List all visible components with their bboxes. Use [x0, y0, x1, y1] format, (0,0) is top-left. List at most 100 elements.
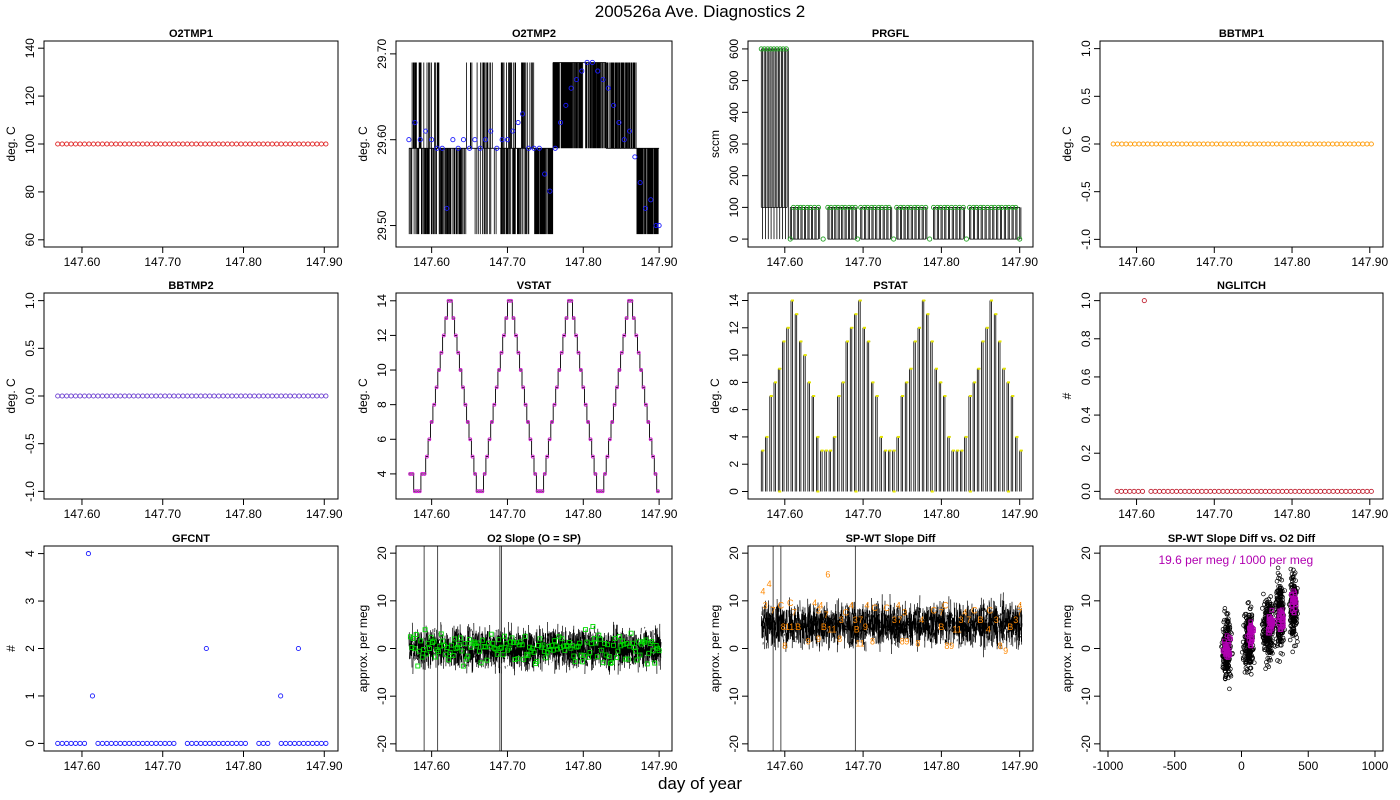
data-label: 9: [806, 636, 811, 646]
data-label: 7: [858, 615, 863, 625]
data-point: [832, 204, 838, 210]
data-point: [603, 471, 607, 476]
data-point: [504, 316, 509, 321]
data-point: [1195, 488, 1201, 494]
data-point: [579, 68, 585, 74]
data-point: [891, 236, 897, 242]
data-point: [510, 128, 516, 134]
data-point: [283, 141, 289, 147]
data-point: [609, 659, 615, 665]
data-point: [613, 655, 619, 661]
data-point: [774, 46, 780, 52]
data-point: [415, 663, 421, 669]
data-point: [1252, 660, 1257, 665]
data-point: [458, 368, 463, 372]
data-point: [510, 640, 516, 645]
data-point: [202, 740, 208, 746]
data-point: [126, 141, 132, 147]
data-point: [608, 660, 613, 666]
data-point: [413, 632, 419, 638]
x-tick-label: 147.80: [565, 507, 602, 521]
data-point: [247, 141, 253, 147]
data-point: [546, 644, 552, 649]
data-point: [542, 471, 547, 476]
data-point: [318, 393, 324, 399]
data-point: [296, 393, 302, 399]
data-point: [655, 645, 661, 651]
data-label: 4: [818, 601, 823, 611]
y-tick-label: 8: [375, 401, 389, 408]
data-point: [1269, 141, 1275, 147]
data-label: 9: [949, 641, 954, 651]
data-point: [1017, 236, 1023, 242]
y-tick-label: 20: [1079, 546, 1093, 560]
data-point: [566, 298, 571, 303]
x-tick-label: 147.90: [641, 255, 678, 269]
data-point: [81, 740, 88, 746]
data-point: [122, 141, 128, 147]
panel-vstat: VSTAT deg. C 147.60 147.70 147.80 147.90 4 6 8 10…: [356, 280, 678, 521]
data-point: [1186, 488, 1192, 494]
data-point: [260, 393, 266, 399]
data-point: [300, 141, 307, 147]
data-point: [1013, 204, 1019, 210]
data-label: B: [795, 622, 801, 632]
data-point: [530, 454, 535, 459]
data-point: [1270, 618, 1275, 624]
data-point: [504, 137, 511, 143]
data-point: [1256, 141, 1263, 147]
data-point: [1290, 574, 1296, 579]
y-tick-label: 60: [23, 233, 37, 247]
data-point: [184, 740, 190, 746]
data-point: [634, 657, 640, 663]
data-point: [1225, 624, 1231, 629]
y-tick-label: 500: [727, 70, 741, 90]
data-point: [1282, 588, 1287, 593]
plot-frame: [43, 40, 339, 248]
data-point: [524, 651, 530, 657]
data-point: [460, 137, 467, 143]
data-point: [417, 489, 422, 494]
series-trace: [408, 300, 660, 492]
data-point: [117, 393, 123, 399]
data-point: [437, 643, 443, 649]
data-point: [480, 489, 485, 494]
data-point: [506, 298, 511, 303]
data-label: 11: [785, 622, 794, 632]
x-tick-label: 147.70: [1196, 255, 1233, 269]
data-point: [852, 204, 858, 210]
data-point: [1222, 641, 1227, 646]
x-tick-label: 147.60: [64, 507, 101, 521]
data-point: [1223, 648, 1229, 654]
x-tick-label: 147.80: [1274, 507, 1311, 521]
data-point: [1308, 141, 1314, 147]
data-point: [1295, 141, 1301, 147]
data-point: [242, 740, 248, 746]
data-point: [242, 393, 248, 399]
data-point: [1223, 671, 1229, 677]
data-point: [643, 637, 649, 643]
y-tick-label: 2: [727, 461, 741, 468]
data-point: [95, 141, 101, 147]
data-point: [1203, 488, 1209, 494]
data-point: [533, 471, 538, 476]
data-point: [1135, 488, 1141, 494]
data-point: [434, 145, 440, 151]
data-point: [509, 298, 514, 303]
data-point: [593, 471, 598, 476]
data-label: 8: [781, 622, 786, 632]
data-point: [1114, 488, 1120, 494]
data-label: 11: [855, 639, 864, 649]
data-point: [1123, 141, 1129, 147]
data-point: [450, 652, 456, 658]
data-point: [1262, 647, 1267, 652]
data-point: [440, 638, 446, 644]
data-point: [1178, 488, 1184, 494]
data-point: [1252, 141, 1258, 147]
data-point: [514, 333, 518, 338]
y-tick-label: 1: [23, 692, 37, 699]
x-tick-label: 147.80: [923, 759, 960, 773]
data-point: [577, 640, 583, 646]
data-point: [600, 489, 605, 494]
data-point: [439, 350, 444, 355]
